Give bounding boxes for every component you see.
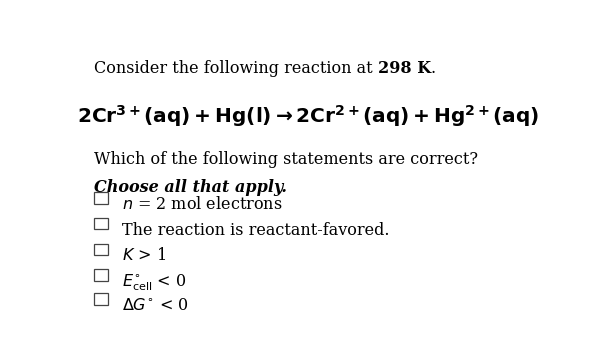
Text: $\mathbf{2Cr^{3+}(aq) + Hg(l)\rightarrow 2Cr^{2+}(aq) + Hg^{2+}(aq)}$: $\mathbf{2Cr^{3+}(aq) + Hg(l)\rightarrow… (78, 103, 539, 128)
FancyBboxPatch shape (94, 293, 108, 305)
Text: $\Delta G^{\circ}$ < 0: $\Delta G^{\circ}$ < 0 (122, 297, 188, 314)
Text: $n$ = 2 mol electrons: $n$ = 2 mol electrons (122, 196, 282, 213)
Text: $K$ > 1: $K$ > 1 (122, 247, 166, 264)
Text: $E^{\circ}_{\mathrm{cell}}$ < 0: $E^{\circ}_{\mathrm{cell}}$ < 0 (122, 273, 187, 293)
FancyBboxPatch shape (94, 218, 108, 229)
Text: The reaction is reactant-favored.: The reaction is reactant-favored. (122, 222, 389, 239)
Text: Consider the following reaction at: Consider the following reaction at (94, 60, 377, 77)
FancyBboxPatch shape (94, 244, 108, 255)
FancyBboxPatch shape (94, 269, 108, 280)
FancyBboxPatch shape (94, 193, 108, 204)
Text: .: . (431, 60, 436, 77)
Text: Choose all that apply.: Choose all that apply. (94, 180, 287, 196)
Text: Which of the following statements are correct?: Which of the following statements are co… (94, 151, 478, 168)
Text: 298 K: 298 K (377, 60, 431, 77)
